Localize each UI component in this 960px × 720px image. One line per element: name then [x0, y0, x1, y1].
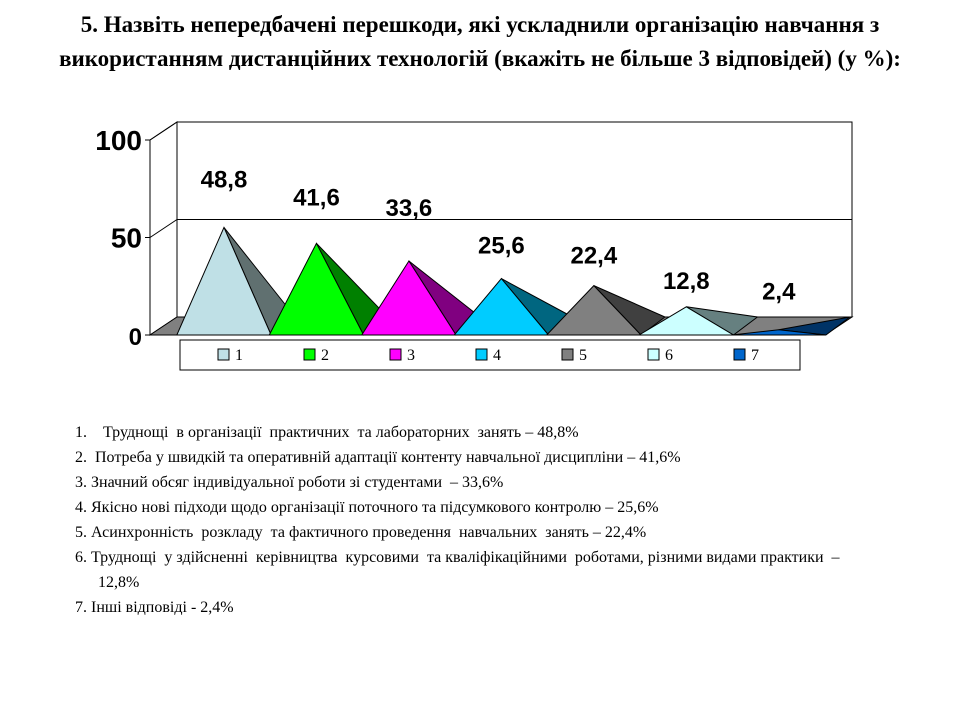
- data-label-1: 48,8: [201, 166, 248, 193]
- data-label-3: 33,6: [386, 195, 433, 222]
- answer-item: 6. Труднощі у здійсненні керівництва кур…: [75, 549, 844, 591]
- chart-legend: 1 2 3 4 5 6 7: [179, 339, 801, 371]
- legend-label-4: 4: [493, 347, 501, 364]
- legend-label-5: 5: [579, 347, 587, 364]
- pyramid-6: [637, 306, 736, 336]
- legend-swatch-2: [303, 348, 316, 361]
- legend-label-6: 6: [665, 347, 673, 364]
- legend-box: [179, 339, 801, 371]
- chart-marks: [176, 226, 851, 336]
- data-label-4: 25,6: [478, 233, 525, 260]
- pyramid-2: [268, 242, 365, 336]
- legend-label-7: 7: [751, 347, 759, 364]
- legend-swatch-5: [561, 348, 574, 361]
- data-label-2: 41,6: [293, 184, 340, 211]
- legend-label-1: 1: [235, 347, 243, 364]
- y-axis: 0 50 100: [95, 125, 151, 351]
- answer-item: 1. Труднощі в організації практичних та …: [75, 424, 579, 441]
- pyramid-1: [176, 226, 272, 336]
- legend-swatch-1: [217, 348, 230, 361]
- y-tick-label: 0: [129, 324, 142, 351]
- y-tick-label: 100: [95, 125, 142, 156]
- pyramid-chart: 0 50 100 48,8 41,6 33,6 25,6 22,4 12,8 2,4 1 2 3 4 5…: [95, 121, 854, 371]
- answer-list: 1. Труднощі в організації практичних та …: [75, 420, 883, 620]
- pyramid-4: [453, 277, 550, 336]
- data-labels: 48,8 41,6 33,6 25,6 22,4 12,8 2,4: [201, 166, 796, 305]
- answer-item: 5. Асинхронність розкладу та фактичного …: [75, 524, 647, 541]
- pyramid-5: [545, 284, 643, 336]
- data-label-7: 2,4: [762, 279, 796, 306]
- answer-item: 2. Потреба у швидкій та оперативній адап…: [75, 449, 681, 466]
- y-tick-label: 50: [111, 223, 142, 254]
- legend-swatch-4: [475, 348, 488, 361]
- gridline: [149, 219, 178, 238]
- legend-label-2: 2: [321, 347, 329, 364]
- pyramid-7: [731, 329, 826, 336]
- answer-item: 3. Значний обсяг індивідуальної роботи з…: [75, 474, 504, 491]
- legend-swatch-6: [647, 348, 660, 361]
- legend-swatch-7: [733, 348, 746, 361]
- data-label-5: 22,4: [570, 243, 617, 270]
- data-label-6: 12,8: [663, 268, 710, 295]
- pyramid-3: [360, 260, 457, 336]
- answer-item: 7. Інші відповіді - 2,4%: [75, 599, 234, 616]
- answer-item: 4. Якісно нові підходи щодо організації …: [75, 499, 659, 516]
- legend-swatch-3: [389, 348, 402, 361]
- legend-label-3: 3: [407, 347, 415, 364]
- gridline: [149, 121, 178, 141]
- chart-title: 5. Назвіть непередбачені перешкоди, які …: [59, 12, 901, 71]
